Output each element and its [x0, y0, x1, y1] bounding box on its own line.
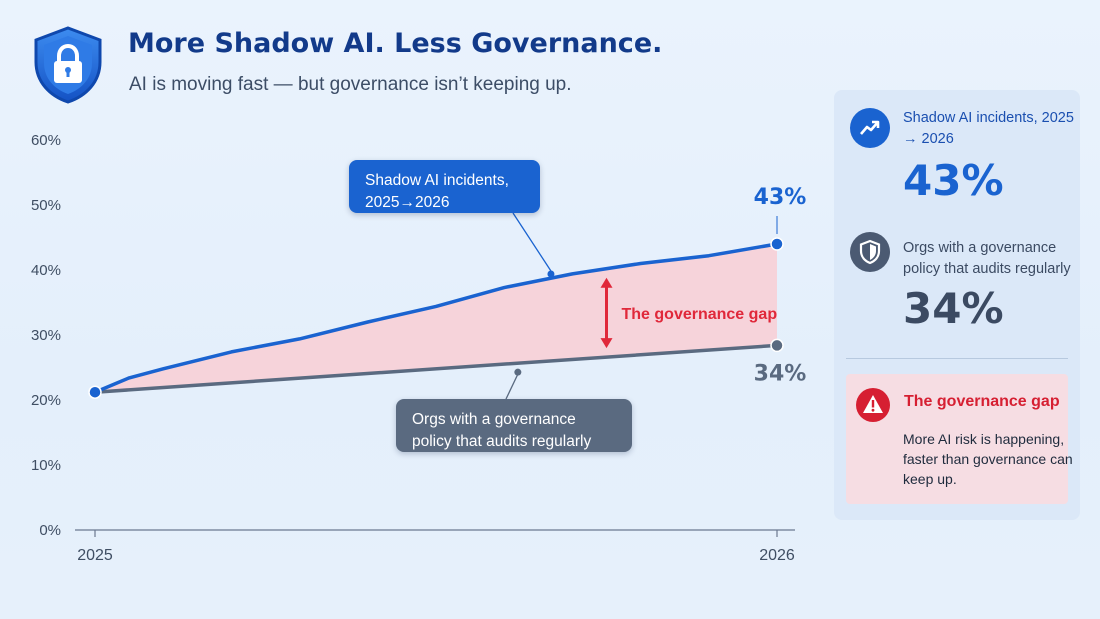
trend-up-icon — [850, 108, 890, 148]
stat-incidents-label: Shadow AI incidents, 2025 → 2026 — [903, 110, 1074, 147]
stats-panel: Shadow AI incidents, 2025 → 2026 43% Org… — [834, 90, 1080, 520]
series-lines — [93, 242, 779, 394]
warning-icon — [856, 388, 890, 422]
incidents-end-point — [770, 237, 784, 251]
y-tick-label: 40% — [31, 262, 61, 279]
stat-governance-value: 34% — [903, 284, 1004, 333]
governance-end-point — [770, 338, 784, 353]
y-tick-label: 50% — [31, 197, 61, 214]
y-tick-label: 60% — [31, 132, 61, 149]
x-axis: 2025 2026 — [77, 530, 795, 564]
incidents-leader-line — [512, 212, 552, 272]
alert-body: More AI risk is happening, faster than g… — [903, 431, 1073, 487]
stat-incidents-value: 43% — [903, 156, 1004, 205]
gap-alert: The governance gap More AI risk is happe… — [846, 374, 1073, 504]
panel-divider — [846, 358, 1068, 359]
page-subtitle: AI is moving fast — but governance isn’t… — [129, 74, 572, 95]
header: More Shadow AI. Less Governance. AI is m… — [32, 24, 732, 114]
start-point — [88, 385, 102, 399]
y-axis: 0% 10% 20% 30% 40% 50% 60% — [31, 132, 795, 539]
callout-leaders — [505, 212, 555, 400]
governance-callout: Orgs with a governance policy that audit… — [396, 399, 632, 452]
y-tick-label: 30% — [31, 327, 61, 344]
y-tick-label: 0% — [39, 522, 61, 539]
governance-leader-line — [505, 373, 519, 400]
x-tick-label: 2025 — [77, 547, 113, 564]
stat-governance-label: Orgs with a governance policy that audit… — [903, 240, 1071, 277]
incidents-line — [93, 242, 779, 394]
incidents-callout: Shadow AI incidents, 2025→2026 — [349, 160, 540, 213]
gap-label: The governance gap — [622, 306, 778, 323]
shield-icon — [850, 232, 890, 272]
governance-end-label: 34% — [754, 361, 807, 386]
end-markers: 43% 34% — [88, 185, 807, 399]
line-area-chart: 0% 10% 20% 30% 40% 50% 60% 2025 2026 The govern… — [31, 132, 807, 564]
incidents-end-label: 43% — [754, 185, 807, 210]
page-title: More Shadow AI. Less Governance. — [128, 28, 663, 59]
gap-arrow — [600, 277, 613, 349]
gap-arrow-head-up — [600, 277, 613, 288]
y-tick-label: 10% — [31, 457, 61, 474]
gap-arrow-head-down — [600, 338, 613, 349]
lock-shield-icon — [34, 26, 102, 104]
governance-leader-dot — [514, 368, 522, 376]
y-tick-label: 20% — [31, 392, 61, 409]
x-tick-label: 2026 — [759, 547, 795, 564]
alert-title: The governance gap — [904, 393, 1060, 410]
incidents-leader-dot — [547, 270, 555, 278]
governance-line — [93, 343, 779, 394]
